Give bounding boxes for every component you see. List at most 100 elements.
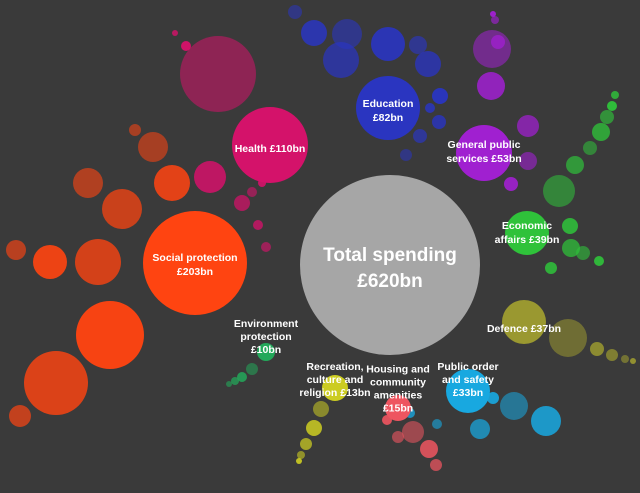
education-sub-bubble [301,20,327,46]
housing-and-community-amenities-sub-bubble [392,431,404,443]
recreation-culture-and-religion-label: Recreation, [306,361,363,373]
housing-and-community-amenities-label: £15bn [383,403,413,415]
general-public-services-sub-bubble [517,115,539,137]
health-sub-bubble [180,36,256,112]
environment-protection-sub-bubble [226,381,232,387]
health-sub-bubble [253,220,263,230]
health-label: Health £110bn [235,143,306,155]
education-sub-bubble [323,42,359,78]
health-sub-bubble [261,242,271,252]
economic-affairs-sub-bubble [607,101,617,111]
economic-affairs-sub-bubble [562,239,580,257]
public-order-and-safety-label: and safety [442,374,494,386]
defence-sub-bubble [606,349,618,361]
education-sub-bubble [432,115,446,129]
education-bubble [356,76,420,140]
social-protection-bubble [143,211,247,315]
social-protection-label: Social protection [152,252,237,264]
total-spending-bubble [300,175,480,355]
public-order-and-safety-label: £33bn [453,387,483,399]
social-protection-label: £203bn [177,266,213,278]
economic-affairs-sub-bubble [576,246,590,260]
economic-affairs-sub-bubble [566,156,584,174]
social-protection-sub-bubble [102,189,142,229]
education-sub-bubble [432,88,448,104]
social-protection-sub-bubble [129,124,141,136]
recreation-culture-and-religion-sub-bubble [297,451,305,459]
education-sub-bubble [409,36,427,54]
defence-sub-bubble [549,319,587,357]
health-sub-bubble [194,161,226,193]
total-spending-value: £620bn [357,271,422,292]
housing-and-community-amenities-label: community [370,377,426,389]
economic-affairs-label: Economic [502,220,552,232]
economic-affairs-bubble [505,211,549,255]
economic-affairs-sub-bubble [543,175,575,207]
general-public-services-sub-bubble [491,16,499,24]
social-protection-sub-bubble [33,245,67,279]
recreation-culture-and-religion-sub-bubble [306,420,322,436]
economic-affairs-sub-bubble [583,141,597,155]
label-layer: Social protection £203bn Health £110bn Educ… [152,98,561,415]
recreation-culture-and-religion-sub-bubble [296,458,302,464]
general-public-services-sub-bubble [504,177,518,191]
public-order-and-safety-sub-bubble [487,392,499,404]
education-sub-bubble [332,19,362,49]
economic-affairs-sub-bubble [545,262,557,274]
economic-affairs-sub-bubble [600,110,614,124]
education-sub-bubble [415,51,441,77]
social-protection-sub-bubble [24,351,88,415]
general-public-services-sub-bubble [490,11,496,17]
education-sub-bubble [371,27,405,61]
general-public-services-sub-bubble [491,35,505,49]
social-protection-sub-bubble [138,132,168,162]
housing-and-community-amenities-label: amenities [374,390,423,402]
environment-protection-sub-bubble [246,363,258,375]
education-sub-bubble [413,129,427,143]
environment-protection-label: £10bn [251,344,281,356]
recreation-culture-and-religion-bubble [322,375,348,401]
defence-bubble [502,300,546,344]
recreation-culture-and-religion-label: religion £13bn [299,387,370,399]
general-public-services-sub-bubble [477,72,505,100]
public-order-and-safety-sub-bubble [531,406,561,436]
sub-bubble-layer [6,5,636,471]
housing-and-community-amenities-sub-bubble [420,440,438,458]
housing-and-community-amenities-label: Housing and [366,364,430,376]
education-sub-bubble [400,149,412,161]
public-order-and-safety-label: Public order [437,361,498,373]
environment-protection-sub-bubble [231,377,239,385]
environment-protection-sub-bubble [237,372,247,382]
public-order-and-safety-sub-bubble [500,392,528,420]
social-protection-sub-bubble [9,405,31,427]
health-sub-bubble [172,30,178,36]
recreation-culture-and-religion-sub-bubble [300,438,312,450]
social-protection-sub-bubble [6,240,26,260]
public-order-and-safety-sub-bubble [470,419,490,439]
recreation-culture-and-religion-sub-bubble [313,401,329,417]
recreation-culture-and-religion-label: culture and [307,374,364,386]
general-public-services-bubble [456,125,512,181]
social-protection-sub-bubble [76,301,144,369]
general-public-services-label: General public [448,139,521,151]
environment-protection-label: protection [240,331,291,343]
health-sub-bubble [234,195,250,211]
housing-and-community-amenities-bubble [385,395,411,421]
social-protection-sub-bubble [73,168,103,198]
health-sub-bubble [247,187,257,197]
economic-affairs-sub-bubble [592,123,610,141]
education-sub-bubble [288,5,302,19]
social-protection-sub-bubble [154,165,190,201]
social-protection-sub-bubble [75,239,121,285]
education-label: £82bn [373,112,403,124]
environment-protection-bubble [257,343,275,361]
general-public-services-sub-bubble [473,30,511,68]
health-sub-bubble [181,41,191,51]
economic-affairs-sub-bubble [562,218,578,234]
public-order-and-safety-sub-bubble [432,419,442,429]
housing-and-community-amenities-sub-bubble [402,421,424,443]
education-sub-bubble [425,103,435,113]
defence-label: Defence £37bn [487,323,561,335]
total-spending-title: Total spending [323,245,457,266]
